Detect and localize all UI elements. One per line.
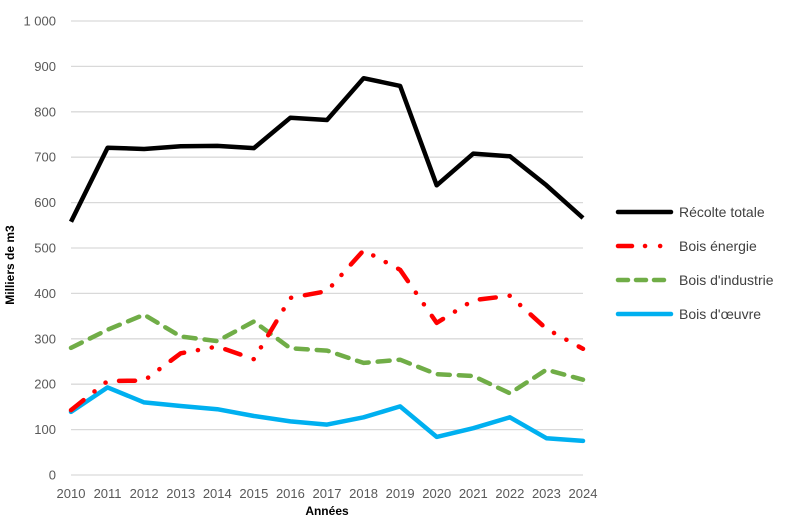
x-tick-label: 2010 [57,486,86,501]
x-tick-label: 2017 [313,486,342,501]
x-axis-ticks: 2010 2011 2012 2013 2014 2015 2016 2017 2018 2019… [57,486,598,501]
x-tick-label: 2018 [349,486,378,501]
y-tick-label: 500 [34,241,56,256]
legend-label: Bois énergie [679,238,757,254]
legend-label: Bois d'industrie [679,272,774,288]
y-tick-label: 100 [34,422,56,437]
y-tick-label: 0 [49,468,56,483]
y-tick-label: 400 [34,286,56,301]
y-tick-label: 200 [34,377,56,392]
x-tick-label: 2022 [495,486,524,501]
x-tick-label: 2011 [94,486,122,501]
x-tick-label: 2019 [386,486,415,501]
y-tick-label: 1 000 [23,14,56,29]
y-tick-label: 800 [34,104,56,119]
legend: Récolte totale Bois énergie Bois d'industr… [615,204,774,322]
y-axis-ticks: 0 100 200 300 400 500 600 700 800 900 1 000 [23,14,56,483]
x-tick-label: 2016 [276,486,305,501]
y-tick-label: 900 [34,59,56,74]
x-tick-label: 2023 [532,486,561,501]
y-tick-label: 600 [34,195,56,210]
x-tick-label: 2024 [569,486,598,501]
series-line-3 [68,385,586,444]
y-tick-label: 700 [34,150,56,165]
legend-label: Bois d'œuvre [679,306,761,322]
series-line-0 [68,75,585,223]
legend-label: Récolte totale [679,204,765,220]
gridlines [71,20,583,476]
legend-item: Bois énergie [615,238,757,254]
x-tick-label: 2021 [459,486,488,501]
series-lines [68,75,586,444]
x-tick-label: 2020 [422,486,451,501]
x-tick-label: 2015 [239,486,268,501]
series-line-1 [68,248,586,413]
y-tick-label: 300 [34,331,56,346]
x-tick-label: 2012 [130,486,159,501]
x-tick-label: 2013 [166,486,195,501]
x-tick-label: 2014 [203,486,232,501]
x-axis-title: Années [305,504,349,518]
y-axis-title: Milliers de m3 [3,225,17,305]
legend-item: Récolte totale [615,204,765,220]
series-line-2 [68,312,586,396]
legend-item: Bois d'industrie [615,272,774,288]
legend-item: Bois d'œuvre [615,306,761,322]
